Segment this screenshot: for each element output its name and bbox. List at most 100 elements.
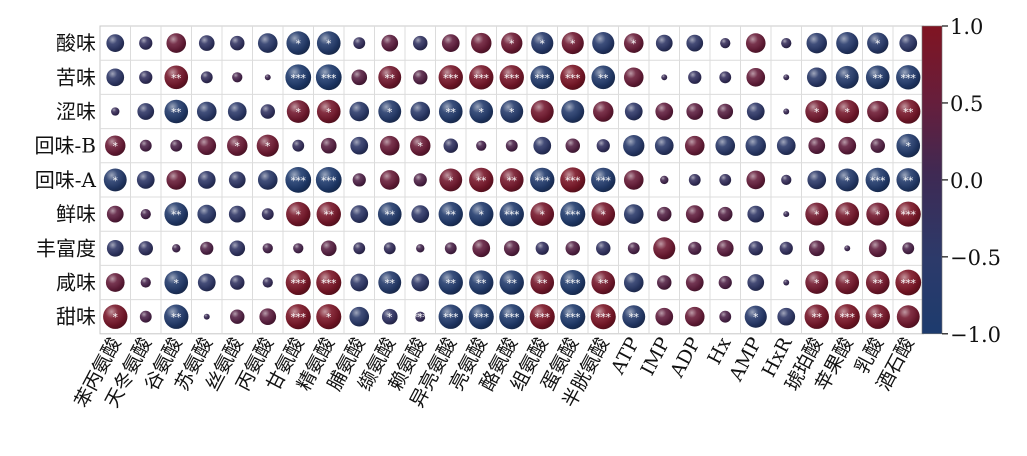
bubble-shade <box>293 243 304 254</box>
correlation-bubble <box>717 103 734 120</box>
row-label: 回味-B <box>35 134 96 158</box>
correlation-bubble <box>746 67 766 87</box>
bubble-shade <box>413 35 428 51</box>
bubble-shade <box>203 313 210 320</box>
bubble-shade <box>261 208 274 221</box>
correlation-bubble <box>413 35 428 51</box>
correlation-bubble: * <box>866 202 890 226</box>
bubble-shade <box>413 70 428 85</box>
correlation-bubble <box>106 34 125 52</box>
significance-label: * <box>235 142 240 153</box>
significance-label: *** <box>443 313 458 324</box>
correlation-bubble <box>783 108 790 115</box>
bubble-shade <box>533 136 552 155</box>
correlation-bubble <box>106 239 124 257</box>
bubble-shade <box>835 202 860 226</box>
correlation-bubble <box>320 240 337 257</box>
bubble-shade <box>381 34 399 52</box>
bubble-shade <box>865 167 890 193</box>
bubble-shade <box>896 99 921 124</box>
correlation-bubble: *** <box>285 304 311 330</box>
bubble-shade <box>378 100 402 123</box>
bubble-shade <box>381 308 398 325</box>
correlation-bubble <box>413 173 427 187</box>
correlation-bubble <box>747 205 765 223</box>
correlation-bubble: * <box>286 201 311 227</box>
correlation-bubble <box>593 101 614 122</box>
bubble-shade <box>688 241 702 255</box>
colorbar-gradient <box>921 25 943 335</box>
correlation-bubble <box>660 175 669 185</box>
correlation-bubble <box>293 243 304 254</box>
correlation-bubble: *** <box>560 201 586 227</box>
correlation-bubble: *** <box>530 65 555 90</box>
bubble-shade <box>623 272 644 293</box>
bubble-shade <box>896 65 921 90</box>
bubble-shade <box>198 35 215 51</box>
correlation-bubble <box>230 35 245 51</box>
correlation-bubble: * <box>531 32 554 55</box>
significance-label: * <box>601 210 606 221</box>
correlation-bubble: *** <box>469 65 494 90</box>
correlation-bubble <box>111 107 120 116</box>
correlation-bubble: ** <box>865 65 890 90</box>
bubble-shade <box>561 100 585 123</box>
bubble-shade <box>415 311 426 322</box>
correlation-bubble: *** <box>560 64 586 90</box>
bubble-shade <box>530 65 555 90</box>
bubble-shade <box>805 202 829 226</box>
bubble-shade <box>349 306 370 327</box>
bubble-shade <box>232 72 243 83</box>
correlation-bubble: ** <box>438 99 463 124</box>
correlation-bubble: *** <box>895 201 921 227</box>
correlation-bubble <box>232 72 243 83</box>
correlation-bubble: ** <box>591 270 616 295</box>
bubble-shade <box>164 304 189 329</box>
bubble-shade <box>320 240 337 257</box>
bubble-shade <box>896 133 921 158</box>
correlation-bubble <box>411 205 430 223</box>
correlation-bubble: *** <box>468 304 494 330</box>
significance-label: * <box>753 313 758 324</box>
bubble-shade <box>499 201 524 227</box>
correlation-bubble <box>844 245 851 252</box>
correlation-bubble <box>170 139 183 152</box>
correlation-bubble: *** <box>896 65 921 90</box>
significance-label: *** <box>535 313 550 324</box>
significance-label: * <box>113 176 118 187</box>
significance-label: *** <box>565 176 580 187</box>
bubble-shade <box>866 202 890 226</box>
correlation-bubble: *** <box>560 269 586 296</box>
correlation-bubble: *** <box>499 201 524 227</box>
correlation-bubble: * <box>530 202 555 226</box>
correlation-bubble: ** <box>469 270 494 295</box>
correlation-bubble: * <box>469 201 494 227</box>
correlation-bubble: * <box>256 134 279 157</box>
bubble-shade <box>745 135 766 156</box>
correlation-bubble <box>228 171 246 189</box>
bubble-shade <box>501 32 523 54</box>
bubble-shade <box>349 101 370 122</box>
correlation-bubble <box>349 306 370 327</box>
significance-label: * <box>296 210 301 221</box>
correlation-bubble <box>503 240 520 257</box>
bubble-shade <box>320 137 337 154</box>
correlation-bubble <box>350 205 369 223</box>
correlation-bubble: * <box>835 202 860 226</box>
bubble-shade <box>838 136 857 155</box>
correlation-bubble: *** <box>591 167 616 193</box>
bubble-shade <box>505 139 518 152</box>
significance-label: * <box>814 279 819 290</box>
bubble-shade <box>781 174 792 186</box>
significance-label: * <box>479 108 484 119</box>
correlation-bubble <box>624 102 643 121</box>
bubble-shade <box>844 245 851 252</box>
bubble-shade <box>805 271 829 294</box>
bubble-shade <box>747 274 765 291</box>
bubble-shade <box>350 136 369 155</box>
bubble-shade <box>140 277 151 288</box>
bubble-shade <box>316 99 341 124</box>
significance-label: ** <box>873 279 883 290</box>
correlation-bubble <box>137 103 155 120</box>
